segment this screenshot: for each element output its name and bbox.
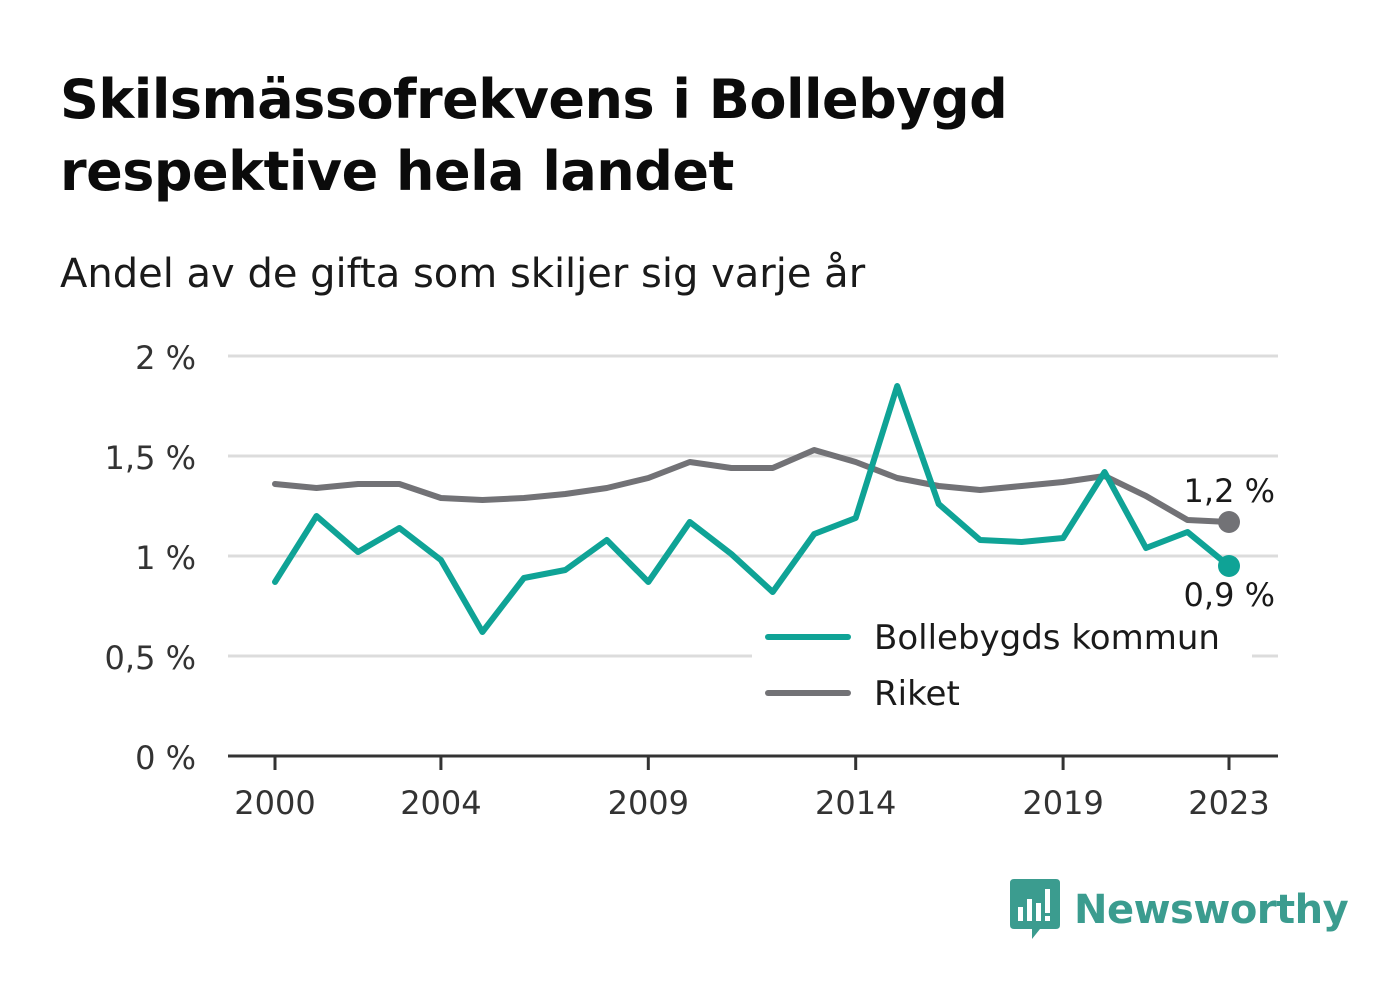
brand-logo: Newsworthy: [1010, 878, 1349, 942]
x-tick-label: 2004: [400, 784, 481, 822]
y-tick-label: 0 %: [135, 739, 196, 777]
newsworthy-logo-icon: [1010, 879, 1060, 939]
x-tick-label: 2000: [234, 784, 315, 822]
series-end-marker: [1218, 555, 1240, 577]
series-end-marker: [1218, 511, 1240, 533]
y-tick-label: 1 %: [135, 539, 196, 577]
y-tick-label: 2 %: [135, 339, 196, 377]
legend-entry: Riket: [874, 674, 960, 714]
legend: Bollebygds kommun Riket: [752, 610, 1252, 718]
series-line-bollebygd: [272, 383, 1232, 635]
x-tick-label: 2014: [815, 784, 896, 822]
axes: 0 % 0,5 % 1 % 1,5 % 2 % 2000 2004 2009 2014 2019 2…: [105, 339, 1278, 822]
y-tick-label: 0,5 %: [105, 639, 196, 677]
brand-name: Newsworthy: [1074, 887, 1349, 933]
x-tick-label: 2023: [1188, 784, 1269, 822]
end-label-riket: 1,2 %: [1184, 472, 1275, 510]
x-tick-label: 2009: [608, 784, 689, 822]
end-label-bollebygd: 0,9 %: [1184, 576, 1275, 614]
x-tick-label: 2019: [1022, 784, 1103, 822]
chart-title: Skilsmässofrekvens i Bollebygd respektiv…: [60, 68, 1008, 203]
legend-entry: Bollebygds kommun: [874, 618, 1220, 658]
series-line-riket: [272, 447, 1232, 525]
series-lines: [272, 383, 1240, 635]
y-tick-label: 1,5 %: [105, 439, 196, 477]
end-labels: 1,2 % 0,9 %: [1181, 469, 1278, 614]
chart-subtitle: Andel av de gifta som skiljer sig varje …: [60, 251, 866, 297]
legend-background: [752, 610, 1252, 718]
